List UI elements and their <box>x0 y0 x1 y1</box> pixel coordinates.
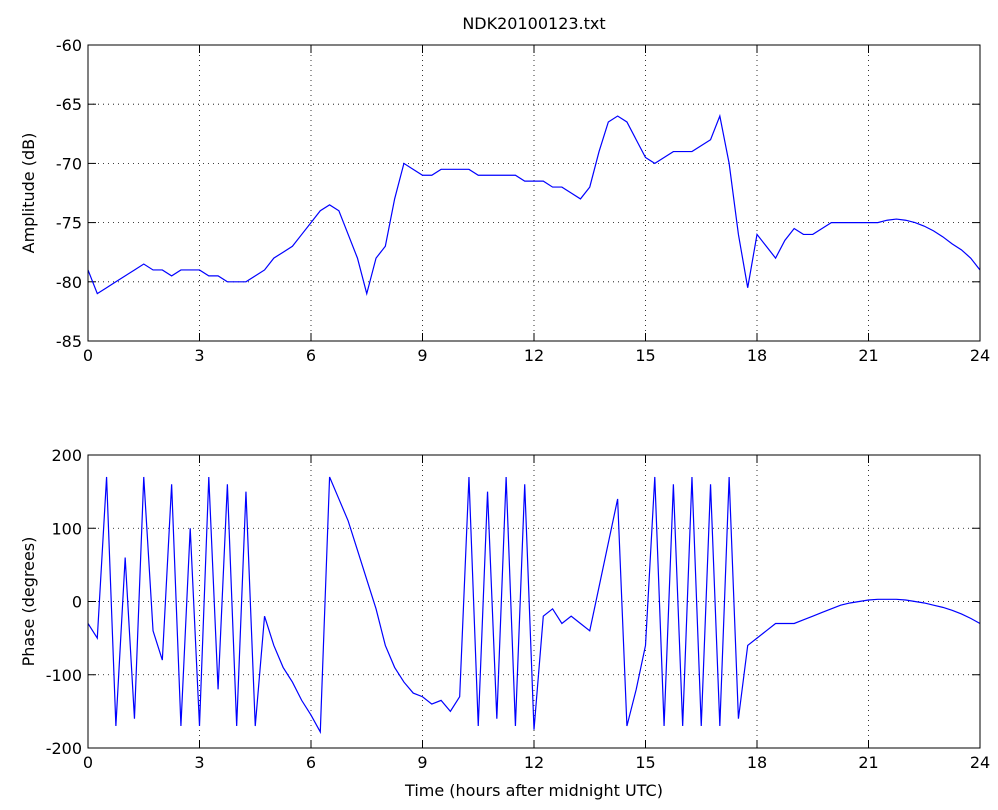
data-line <box>87 113 981 297</box>
data-line <box>87 476 981 735</box>
y-tick-label: 100 <box>51 519 82 538</box>
x-tick-label: 9 <box>417 753 427 772</box>
x-tick-label: 21 <box>858 753 878 772</box>
y-tick-label: -85 <box>56 332 82 351</box>
y-axis-label: Phase (degrees) <box>19 537 38 667</box>
axes-frame <box>87 454 981 749</box>
x-tick-label: 18 <box>747 346 767 365</box>
x-tick-label: 12 <box>524 753 544 772</box>
y-tick-label: -70 <box>56 154 82 173</box>
x-tick-label: 0 <box>83 753 93 772</box>
y-tick-label: 200 <box>51 446 82 465</box>
x-tick-label: 15 <box>635 346 655 365</box>
x-tick-label: 24 <box>970 346 990 365</box>
y-axis-label: Amplitude (dB) <box>19 133 38 254</box>
axes-frame <box>87 44 981 342</box>
y-tick-label: -100 <box>46 666 82 685</box>
y-tick-label: 0 <box>72 593 82 612</box>
x-tick-label: 12 <box>524 346 544 365</box>
y-tick-label: -65 <box>56 95 82 114</box>
y-tick-label: -200 <box>46 739 82 758</box>
x-tick-label: 9 <box>417 346 427 365</box>
x-tick-label: 18 <box>747 753 767 772</box>
plot-area <box>88 45 980 341</box>
y-tick-label: -80 <box>56 273 82 292</box>
y-tick-label: -75 <box>56 214 82 233</box>
y-tick-label: -60 <box>56 36 82 55</box>
x-tick-label: 3 <box>194 346 204 365</box>
x-axis-label: Time (hours after midnight UTC) <box>404 781 663 800</box>
x-tick-label: 24 <box>970 753 990 772</box>
chart-title: NDK20100123.txt <box>462 14 605 33</box>
x-tick-label: 21 <box>858 346 878 365</box>
x-tick-label: 3 <box>194 753 204 772</box>
x-tick-label: 6 <box>306 753 316 772</box>
x-tick-label: 0 <box>83 346 93 365</box>
x-tick-label: 6 <box>306 346 316 365</box>
x-tick-label: 15 <box>635 753 655 772</box>
